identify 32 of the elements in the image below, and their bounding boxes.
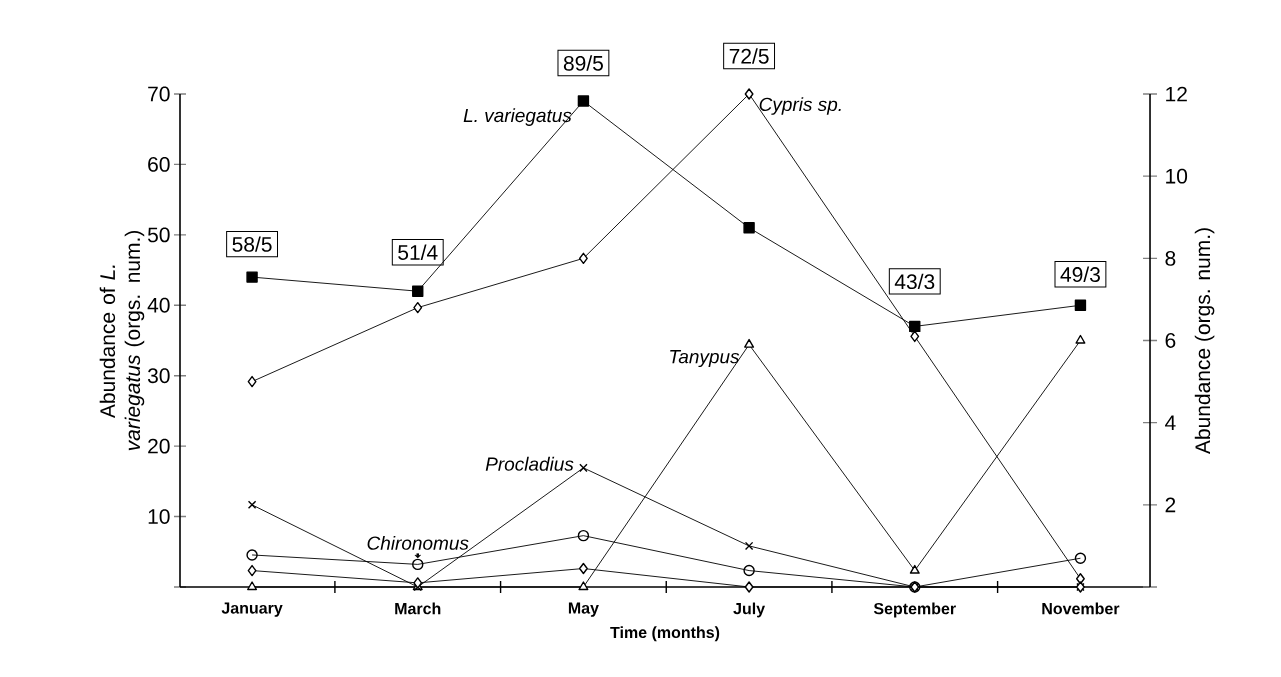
series-label: Chironomus <box>367 535 469 550</box>
y2-axis-title: Abundance (orgs. num.) <box>1194 228 1215 455</box>
y-tick-label: 50 <box>147 227 170 243</box>
series-label: Cypris sp. <box>759 97 841 115</box>
x-tick-label: November <box>1042 602 1120 615</box>
annotation: 72/5 <box>729 48 769 64</box>
y2-tick-label: 6 <box>1165 333 1176 348</box>
annotation: 49/3 <box>1060 266 1100 282</box>
y2-tick-label: 12 <box>1166 86 1187 102</box>
annotation: 89/5 <box>563 55 603 71</box>
y-tick-label: 60 <box>148 156 170 172</box>
x-tick-label: March <box>395 602 441 615</box>
x-axis-title: Time (months) <box>610 626 720 642</box>
y-tick-label: 40 <box>147 297 170 313</box>
y2-tick-label: 2 <box>1165 497 1176 513</box>
x-tick-label: January <box>221 602 283 617</box>
annotation: 43/3 <box>894 273 935 290</box>
y-tick-label: 20 <box>148 438 170 454</box>
series-label: Tanypus <box>670 350 740 368</box>
series-label: L. variegatus <box>463 108 572 126</box>
y2-tick-label: 4 <box>1165 415 1176 430</box>
y-tick-label: 70 <box>148 86 170 102</box>
y2-tick-label: 10 <box>1166 168 1188 184</box>
y-tick-label: 30 <box>147 368 170 384</box>
annotation: 58/5 <box>232 236 272 252</box>
annotation: 51/4 <box>398 244 438 260</box>
y-tick-label: 10 <box>148 509 170 524</box>
y2-tick-label: 8 <box>1165 250 1176 266</box>
x-tick-label: July <box>733 602 766 618</box>
series-label: Procladius <box>485 456 574 471</box>
x-tick-label: May <box>568 602 599 617</box>
x-tick-label: September <box>873 602 956 618</box>
